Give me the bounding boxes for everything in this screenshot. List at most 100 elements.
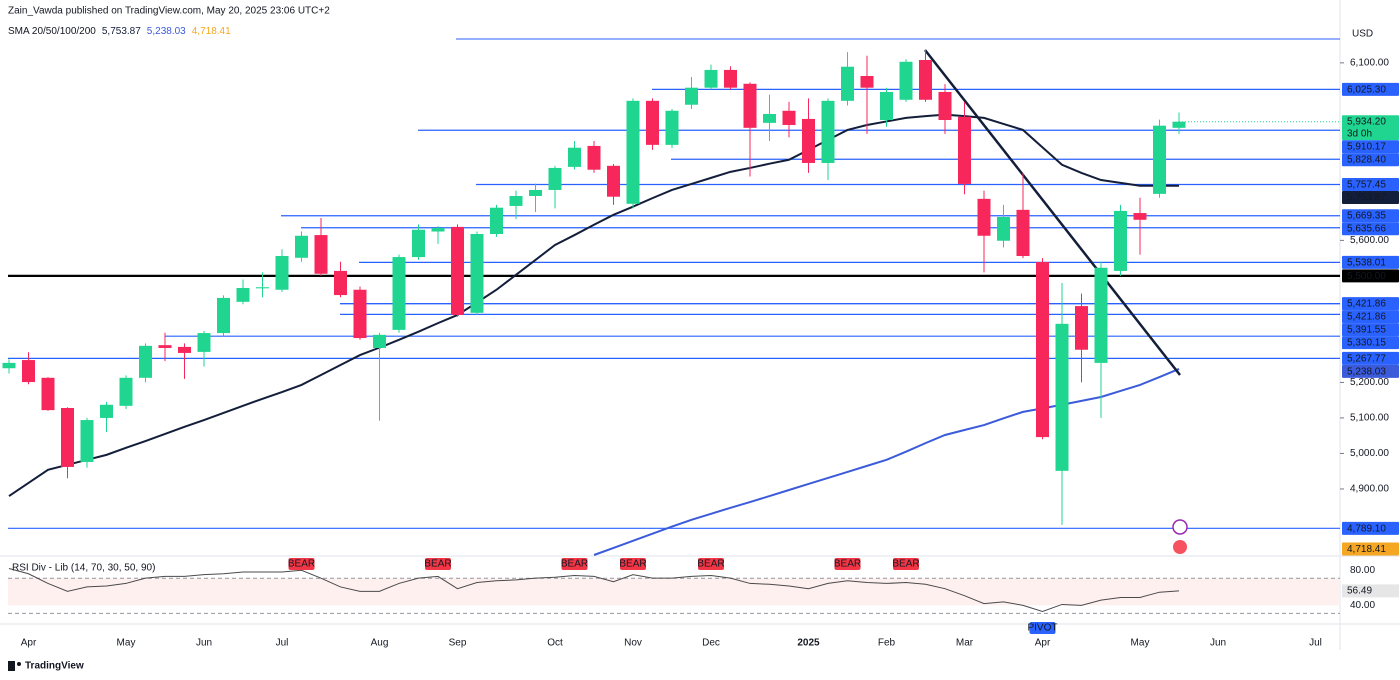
- candle-body: [1172, 121, 1186, 128]
- x-tick-label: Dec: [702, 638, 720, 649]
- y-tick-label: 6,100.00: [1350, 57, 1389, 68]
- sma-legend: SMA 20/50/100/200 5,753.87 5,238.03 4,718.4…: [8, 26, 231, 37]
- signal-text: BEAR: [561, 559, 588, 570]
- price-badge: [1342, 364, 1399, 378]
- y-tick-label: 5,600.00: [1350, 235, 1389, 246]
- candle-body: [607, 165, 620, 197]
- price-badge: [1342, 222, 1399, 236]
- candle-body: [314, 235, 328, 274]
- price-badge: [1342, 542, 1399, 556]
- candle-body: [587, 145, 601, 170]
- y-tick-label: 5,000.00: [1350, 448, 1389, 459]
- candle-body: [41, 377, 55, 411]
- candle-body: [899, 61, 913, 100]
- candle-body: [80, 420, 94, 462]
- price-badge: [1342, 190, 1399, 204]
- candle-body: [704, 69, 718, 88]
- price-badge-label: 5,828.40: [1347, 155, 1386, 166]
- logo: [8, 661, 21, 671]
- price-badge-label: 6,025.30: [1347, 84, 1386, 95]
- sma-title: SMA 20/50/100/200: [8, 26, 96, 37]
- price-badge: [1342, 140, 1399, 154]
- sma-line: [593, 367, 1180, 556]
- price-badge: [1342, 269, 1399, 283]
- rsi-badge-label: 56.49: [1347, 586, 1372, 597]
- price-badge-label: 5,635.66: [1347, 224, 1386, 235]
- x-tick-label: Feb: [878, 638, 896, 649]
- price-badge-label: 5,267.77: [1347, 353, 1386, 364]
- signal-label: [561, 558, 588, 570]
- candle-body: [431, 227, 445, 232]
- candle-body: [1055, 323, 1069, 471]
- candle-body: [802, 118, 815, 163]
- candle-body: [685, 87, 698, 105]
- x-tick-label: Apr: [1035, 638, 1051, 649]
- rsi-title: RSI Div - Lib (14, 70, 30, 50, 90): [12, 563, 155, 574]
- candle-body: [334, 270, 347, 296]
- price-badge: [1342, 336, 1399, 350]
- candle-body: [958, 116, 971, 184]
- price-badge: [1342, 209, 1399, 223]
- signal-text: BEAR: [288, 559, 315, 570]
- price-badge-label: 5,538.01: [1347, 257, 1386, 268]
- rsi-line: [8, 568, 1180, 613]
- x-tick-label: May: [117, 638, 136, 649]
- candle-body: [178, 346, 191, 353]
- candle-body: [509, 195, 523, 206]
- x-tick-label: Aug: [371, 638, 389, 649]
- candle-body: [743, 83, 757, 128]
- price-badge-label: 5,934.20: [1347, 117, 1386, 128]
- price-badge-label: 5,753.87: [1347, 192, 1386, 203]
- price-badge-label: 4,789.10: [1347, 523, 1386, 534]
- candle-body: [763, 113, 776, 123]
- candle-body: [373, 334, 386, 348]
- price-badge-label: 5,330.15: [1347, 338, 1386, 349]
- candle-body: [646, 100, 659, 145]
- x-tick-label: Jul: [276, 638, 289, 649]
- candle-body: [61, 407, 74, 467]
- candle-body: [626, 100, 640, 204]
- price-badge-label: 5,421.86: [1347, 299, 1386, 310]
- candle-body: [821, 100, 835, 163]
- candle-body: [548, 167, 562, 190]
- signal-label: [620, 558, 646, 570]
- candle-body: [119, 377, 133, 406]
- price-badge-label: 5,669.35: [1347, 211, 1386, 222]
- x-tick-label: Jun: [1210, 638, 1226, 649]
- candle-body: [158, 345, 172, 348]
- candle-body: [470, 233, 484, 313]
- price-badge-label: 5,757.45: [1347, 179, 1386, 190]
- candle-body: [724, 69, 737, 88]
- candle-body: [490, 207, 503, 234]
- candle-body: [1075, 306, 1088, 350]
- signal-label: [893, 558, 919, 570]
- candle-body: [392, 257, 406, 330]
- candle-body: [997, 216, 1010, 241]
- event-icon: [1172, 519, 1188, 535]
- candle-body: [841, 66, 854, 101]
- candle-body: [275, 256, 289, 290]
- price-badge-label: 5,500.00: [1347, 271, 1386, 282]
- signal-label: [288, 558, 315, 570]
- x-tick-label: Nov: [624, 638, 642, 649]
- signal-text: BEAR: [892, 559, 919, 570]
- candle-body: [2, 362, 16, 369]
- candle-body: [1036, 262, 1049, 438]
- candle-body: [860, 75, 874, 88]
- y-tick-label: 5,100.00: [1350, 413, 1389, 424]
- countdown-label: 3d 0h: [1347, 128, 1372, 139]
- x-tick-label: May: [1131, 638, 1150, 649]
- signal-label: [834, 558, 861, 570]
- price-badge-label: 5,391.55: [1347, 325, 1386, 336]
- candle-body: [880, 91, 893, 121]
- candle-body: [1133, 213, 1147, 220]
- rsi-band: [8, 578, 1340, 606]
- currency: USD: [1352, 29, 1373, 40]
- candle-body: [1016, 209, 1030, 257]
- price-badge: [1342, 323, 1399, 337]
- signal-text: PIVOT: [1027, 623, 1057, 634]
- price-badge: [1342, 82, 1399, 96]
- price-badge: [1342, 521, 1399, 535]
- signal-label: [1029, 622, 1056, 634]
- signal-text: BEAR: [834, 559, 861, 570]
